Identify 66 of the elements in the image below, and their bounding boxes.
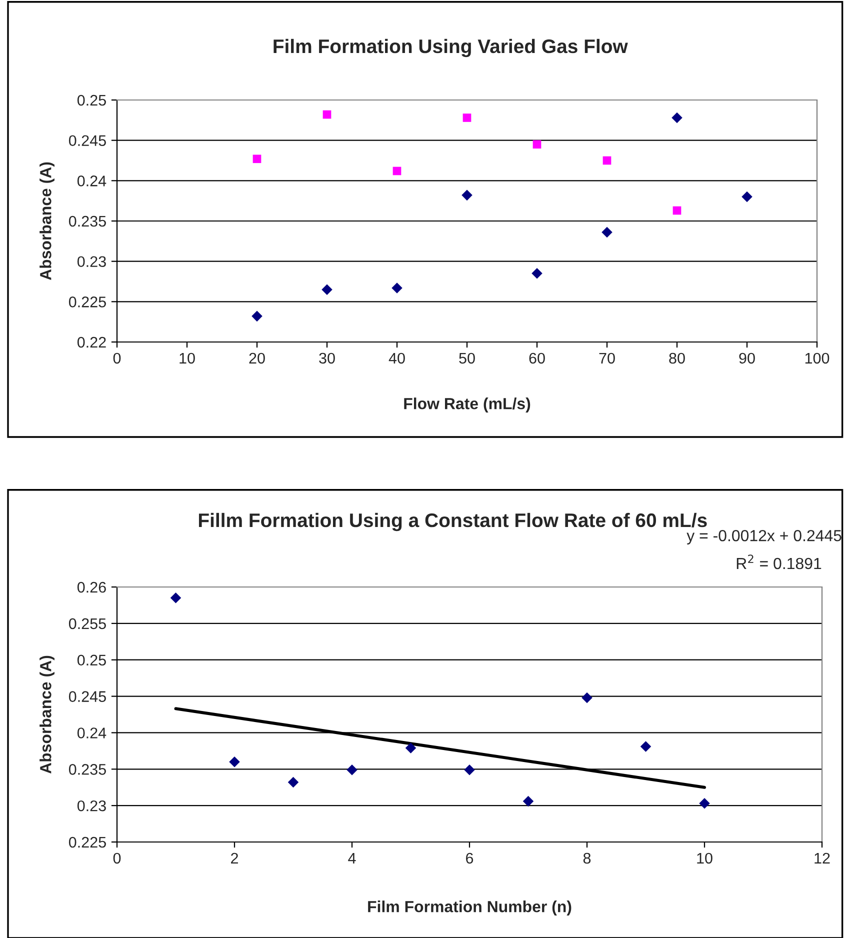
- point: [392, 282, 402, 294]
- y-tick-label: 0.23: [77, 256, 106, 268]
- point: [582, 692, 592, 704]
- x-tick-label: 100: [805, 352, 830, 364]
- point: [532, 140, 542, 149]
- point: [322, 110, 332, 119]
- y-tick-label: 0.24: [77, 728, 106, 738]
- text: y = -0.0012x + 0.2445: [686, 530, 842, 544]
- x-axis-title: Flow Rate (mL/s): [404, 398, 530, 412]
- x-tick-label: 40: [388, 352, 405, 364]
- point: [522, 796, 534, 807]
- y-tick-label: 0.225: [68, 296, 106, 308]
- y-tick-label: 0.26: [77, 582, 106, 593]
- y-axis-title: Absorbance (A): [40, 656, 54, 774]
- point: [252, 310, 262, 322]
- point: [405, 742, 416, 754]
- x-tick-label: 50: [459, 352, 475, 364]
- y-tick-label: 0.235: [68, 216, 106, 227]
- x-tick-label: 12: [814, 852, 830, 864]
- point: [640, 741, 652, 752]
- point: [462, 114, 472, 122]
- x-tick-label: 10: [180, 352, 195, 364]
- point: [699, 798, 710, 809]
- y-tick-label: 0.255: [68, 618, 106, 630]
- y-tick-label: 0.25: [77, 94, 106, 106]
- y-tick-label: 0.24: [77, 176, 106, 186]
- text: R$^{2}$ = 0.1891: [736, 554, 822, 570]
- point: [322, 284, 332, 295]
- x-tick-label: 80: [669, 352, 685, 364]
- point: [288, 776, 299, 788]
- point: [229, 756, 240, 768]
- y-tick-label: 0.25: [77, 654, 106, 666]
- y-axis-title: Absorbance (A): [40, 162, 54, 280]
- point: [602, 156, 612, 165]
- x-tick-label: 30: [319, 352, 335, 364]
- y-tick-label: 0.235: [68, 764, 106, 775]
- point: [532, 268, 542, 279]
- point: [602, 226, 612, 238]
- x-tick-label: 2: [231, 852, 238, 864]
- y-tick-label: 0.245: [68, 135, 106, 146]
- chart-title: Fillm Formation Using a Constant Flow Rate of 60 mL/s: [198, 512, 707, 532]
- point: [392, 166, 402, 176]
- x-tick-label: 6: [466, 852, 474, 864]
- point: [252, 154, 262, 164]
- x-tick-label: 0: [113, 352, 121, 364]
- x-tick-label: 10: [697, 852, 712, 864]
- x-axis-title: Film Formation Number (n): [368, 900, 572, 916]
- point: [464, 764, 475, 776]
- point: [170, 592, 182, 604]
- point: [672, 206, 682, 215]
- point: [346, 764, 358, 776]
- y-tick-label: 0.23: [77, 800, 106, 812]
- y-tick-label: 0.225: [68, 836, 106, 848]
- x-tick-label: 90: [739, 352, 755, 364]
- x-tick-label: 70: [599, 352, 615, 364]
- y-tick-label: 0.22: [77, 336, 106, 348]
- point: [742, 191, 752, 202]
- x-tick-label: 8: [583, 852, 591, 864]
- x-tick-label: 60: [529, 352, 545, 364]
- x-tick-label: 20: [249, 352, 265, 364]
- point: [672, 112, 682, 124]
- chart-title: Film Formation Using Varied Gas Flow: [274, 38, 628, 58]
- point: [462, 190, 472, 201]
- x-tick-label: 4: [348, 852, 356, 864]
- x-tick-label: 0: [113, 852, 121, 864]
- y-tick-label: 0.245: [68, 691, 106, 702]
